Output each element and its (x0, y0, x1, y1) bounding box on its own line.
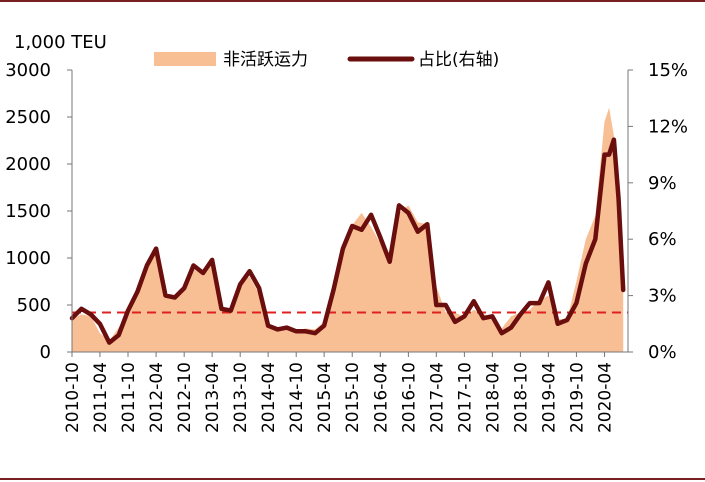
left-tick-label: 3000 (5, 60, 51, 81)
x-tick-label: 2018-04 (483, 362, 503, 433)
x-tick-label: 2010-10 (63, 362, 83, 433)
legend-label-area: 非活跃运力 (223, 50, 308, 70)
right-tick-label: 15% (648, 60, 688, 81)
legend-swatch-area (154, 52, 216, 66)
top-border (0, 0, 705, 2)
right-tick-label: 9% (648, 173, 677, 194)
x-tick-label: 2015-04 (315, 362, 335, 433)
right-axis-ticks: 0% 3% 6% 9% 12% 15% (628, 60, 688, 363)
plot-area (69, 70, 629, 353)
line-series (69, 137, 626, 345)
unit-label: 1,000 TEU (14, 32, 107, 53)
left-tick-label: 2000 (5, 154, 51, 175)
x-tick-label: 2013-10 (231, 362, 251, 433)
x-tick-label: 2018-10 (511, 362, 531, 433)
x-axis-ticks: 2010-10 2011-04 2011-10 2012-04 2012-10 2013-… (63, 352, 616, 433)
legend: 非活跃运力 占比(右轴) (154, 50, 499, 70)
x-tick-label: 2019-04 (539, 362, 559, 433)
x-tick-label: 2011-04 (91, 362, 111, 433)
left-tick-label: 500 (17, 295, 51, 316)
x-tick-label: 2012-04 (147, 362, 167, 433)
area-series (72, 107, 624, 352)
right-tick-label: 6% (648, 229, 677, 250)
right-tick-label: 0% (648, 342, 677, 363)
bottom-border (0, 478, 705, 480)
x-tick-label: 2017-10 (455, 362, 475, 433)
x-tick-label: 2019-10 (567, 362, 587, 433)
x-tick-label: 2016-10 (399, 362, 419, 433)
right-tick-label: 3% (648, 286, 677, 307)
legend-label-line: 占比(右轴) (418, 50, 499, 70)
x-tick-label: 2014-10 (287, 362, 307, 433)
x-tick-label: 2017-04 (427, 362, 447, 433)
left-tick-label: 2500 (5, 107, 51, 128)
left-tick-label: 1000 (5, 248, 51, 269)
x-tick-label: 2015-10 (343, 362, 363, 433)
left-tick-label: 1500 (5, 201, 51, 222)
right-tick-label: 12% (648, 116, 688, 137)
x-tick-label: 2020-04 (596, 362, 616, 433)
left-axis-ticks: 0 500 1000 1500 2000 2500 3000 (5, 60, 72, 363)
left-tick-label: 0 (40, 342, 51, 363)
x-tick-label: 2016-04 (371, 362, 391, 433)
x-tick-label: 2014-04 (259, 362, 279, 433)
x-tick-label: 2011-10 (119, 362, 139, 433)
x-tick-label: 2013-04 (203, 362, 223, 433)
x-tick-label: 2012-10 (175, 362, 195, 433)
